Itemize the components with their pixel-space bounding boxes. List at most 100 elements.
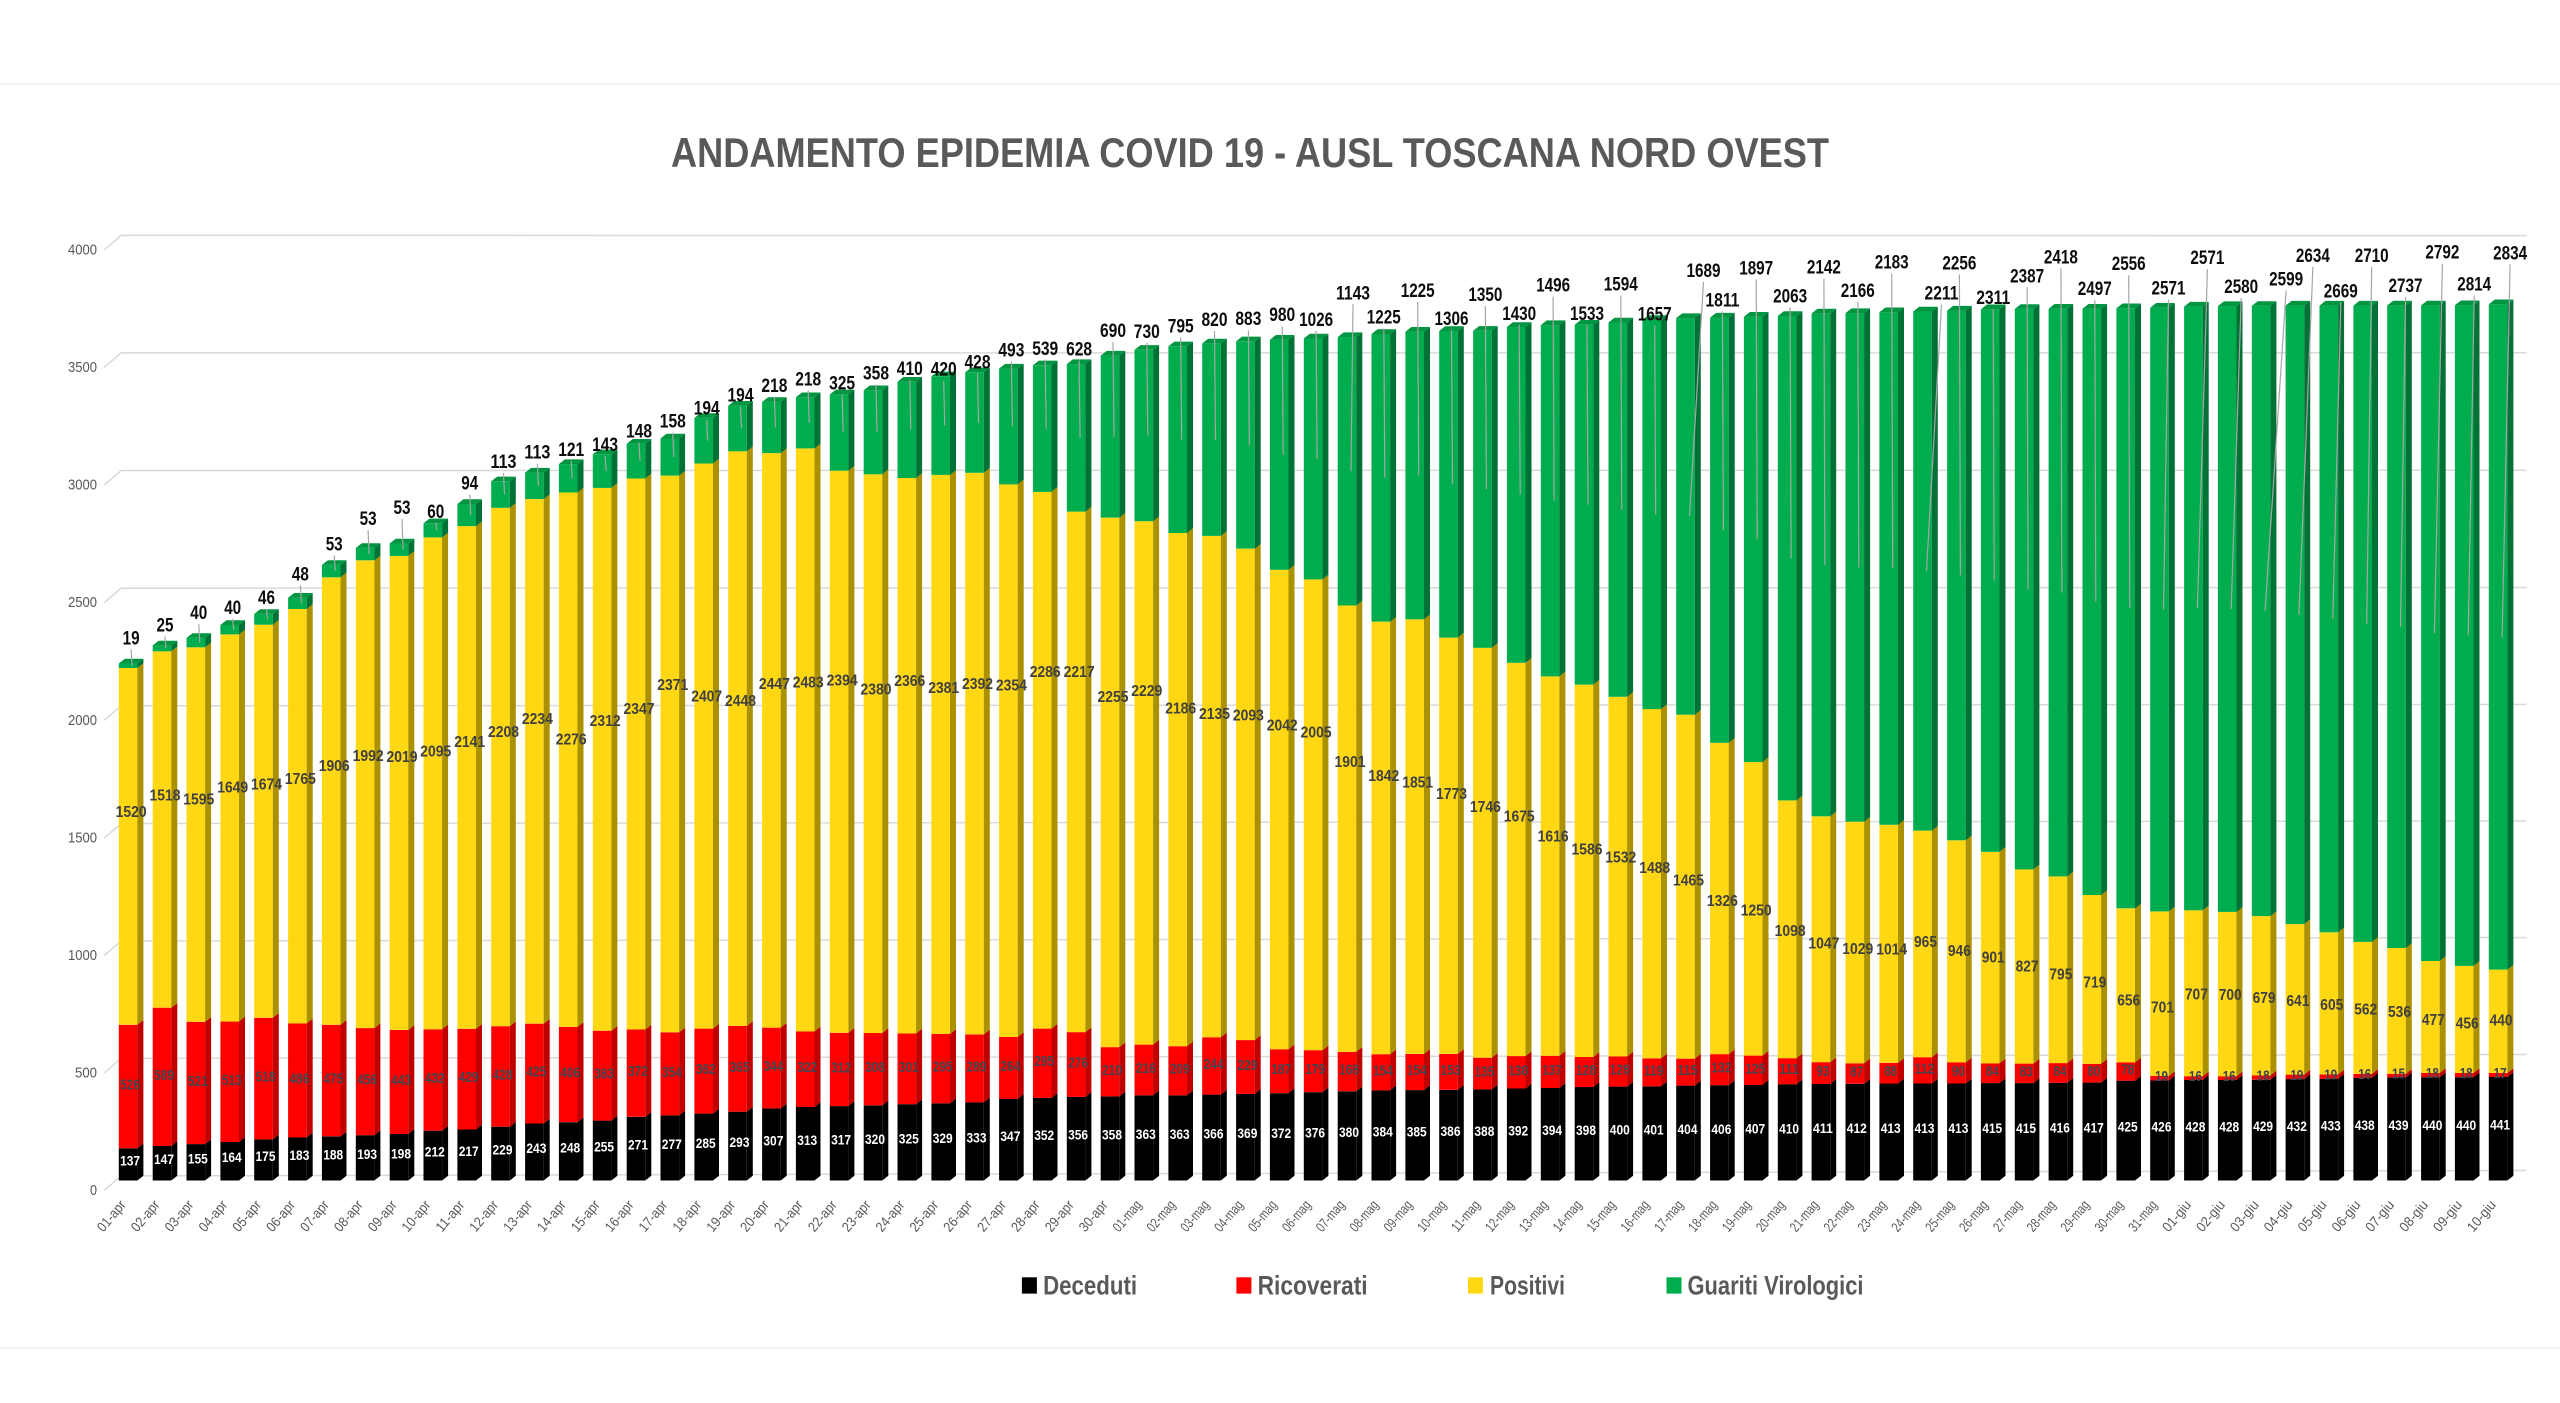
- svg-text:2387: 2387: [2010, 265, 2044, 287]
- svg-text:2255: 2255: [1098, 689, 1129, 706]
- svg-text:358: 358: [863, 363, 889, 385]
- svg-text:325: 325: [899, 1130, 919, 1146]
- svg-text:1595: 1595: [183, 792, 214, 809]
- svg-text:308: 308: [865, 1060, 885, 1076]
- svg-text:87: 87: [1850, 1065, 1863, 1081]
- svg-text:137: 137: [120, 1152, 140, 1168]
- svg-text:1500: 1500: [68, 830, 97, 847]
- svg-text:410: 410: [897, 358, 923, 380]
- svg-text:1496: 1496: [1536, 275, 1570, 297]
- svg-text:Ricoverati: Ricoverati: [1258, 1271, 1368, 1301]
- svg-text:216: 216: [1136, 1061, 1156, 1077]
- svg-text:84: 84: [2053, 1064, 2066, 1080]
- svg-text:17: 17: [2494, 1066, 2507, 1082]
- svg-text:2448: 2448: [725, 693, 756, 710]
- svg-text:147: 147: [154, 1151, 174, 1167]
- svg-text:2571: 2571: [2152, 278, 2186, 300]
- svg-text:80: 80: [2087, 1064, 2100, 1080]
- svg-text:820: 820: [1202, 309, 1228, 331]
- svg-text:2381: 2381: [928, 680, 959, 697]
- svg-text:244: 244: [1204, 1057, 1224, 1073]
- svg-text:347: 347: [1000, 1128, 1020, 1144]
- svg-text:352: 352: [1034, 1127, 1054, 1143]
- svg-text:362: 362: [696, 1062, 716, 1078]
- svg-text:486: 486: [289, 1072, 309, 1088]
- svg-text:380: 380: [1339, 1124, 1359, 1140]
- svg-text:113: 113: [524, 442, 550, 464]
- svg-text:183: 183: [289, 1147, 309, 1163]
- svg-text:4000: 4000: [68, 241, 97, 258]
- svg-text:701: 701: [2151, 1000, 2174, 1017]
- svg-text:132: 132: [1711, 1061, 1731, 1077]
- svg-text:2135: 2135: [1199, 706, 1230, 723]
- svg-text:137: 137: [1542, 1063, 1562, 1079]
- svg-text:46: 46: [258, 587, 275, 609]
- svg-text:2208: 2208: [488, 724, 519, 741]
- svg-text:690: 690: [1100, 320, 1126, 342]
- svg-text:48: 48: [292, 564, 309, 586]
- svg-text:2371: 2371: [657, 677, 688, 694]
- svg-text:2354: 2354: [996, 677, 1027, 694]
- svg-text:312: 312: [831, 1060, 851, 1076]
- svg-text:301: 301: [899, 1060, 919, 1076]
- svg-text:429: 429: [459, 1070, 479, 1086]
- svg-text:433: 433: [2321, 1118, 2341, 1134]
- svg-text:78: 78: [2121, 1063, 2134, 1079]
- svg-text:628: 628: [1066, 339, 1092, 361]
- svg-text:111: 111: [1779, 1062, 1799, 1078]
- svg-text:2500: 2500: [68, 594, 97, 611]
- svg-text:420: 420: [931, 359, 957, 381]
- svg-text:406: 406: [1711, 1121, 1731, 1137]
- svg-text:2814: 2814: [2457, 274, 2491, 296]
- svg-text:2483: 2483: [793, 674, 824, 691]
- svg-text:426: 426: [2152, 1119, 2172, 1135]
- svg-text:2042: 2042: [1267, 718, 1298, 735]
- svg-text:1225: 1225: [1401, 280, 1435, 302]
- svg-text:356: 356: [1068, 1127, 1088, 1143]
- svg-text:641: 641: [2286, 993, 2309, 1010]
- svg-text:730: 730: [1134, 321, 1160, 343]
- svg-text:94: 94: [461, 473, 478, 495]
- svg-text:19: 19: [2324, 1068, 2337, 1084]
- svg-text:428: 428: [965, 352, 991, 374]
- svg-text:154: 154: [1373, 1063, 1393, 1079]
- svg-text:53: 53: [394, 497, 411, 519]
- svg-text:392: 392: [1508, 1123, 1528, 1139]
- svg-text:16: 16: [2358, 1067, 2371, 1083]
- svg-text:1026: 1026: [1299, 309, 1333, 331]
- svg-text:411: 411: [1813, 1120, 1833, 1136]
- svg-text:2019: 2019: [387, 749, 418, 766]
- svg-text:2311: 2311: [1976, 287, 2010, 309]
- svg-text:2142: 2142: [1807, 257, 1841, 279]
- svg-text:2211: 2211: [1925, 283, 1959, 305]
- svg-text:656: 656: [2117, 993, 2140, 1010]
- svg-text:1674: 1674: [251, 776, 282, 793]
- svg-text:1533: 1533: [1570, 303, 1604, 325]
- svg-text:719: 719: [2083, 975, 2106, 992]
- svg-text:1250: 1250: [1741, 902, 1772, 919]
- svg-text:3500: 3500: [68, 359, 97, 376]
- svg-text:ANDAMENTO EPIDEMIA COVID 19 -: ANDAMENTO EPIDEMIA COVID 19 - AUSL TOSCA…: [671, 129, 1829, 176]
- svg-text:354: 354: [662, 1065, 682, 1081]
- svg-text:1811: 1811: [1705, 289, 1739, 311]
- svg-text:248: 248: [560, 1139, 580, 1155]
- svg-text:277: 277: [662, 1136, 682, 1152]
- svg-text:2000: 2000: [68, 712, 97, 729]
- svg-text:500: 500: [75, 1064, 97, 1081]
- svg-text:413: 413: [1915, 1120, 1935, 1136]
- svg-text:1488: 1488: [1639, 860, 1670, 877]
- svg-text:1350: 1350: [1468, 284, 1502, 306]
- svg-text:965: 965: [1914, 934, 1937, 951]
- svg-text:1465: 1465: [1673, 873, 1704, 890]
- svg-text:193: 193: [357, 1146, 377, 1162]
- svg-text:188: 188: [323, 1146, 343, 1162]
- svg-text:229: 229: [493, 1142, 513, 1158]
- svg-text:795: 795: [1168, 315, 1194, 337]
- svg-text:372: 372: [1271, 1125, 1291, 1141]
- svg-text:210: 210: [1102, 1063, 1122, 1079]
- svg-text:562: 562: [2354, 1001, 2377, 1018]
- svg-text:25: 25: [157, 615, 174, 637]
- svg-text:372: 372: [628, 1064, 648, 1080]
- svg-text:2792: 2792: [2425, 242, 2459, 264]
- svg-text:475: 475: [323, 1072, 343, 1088]
